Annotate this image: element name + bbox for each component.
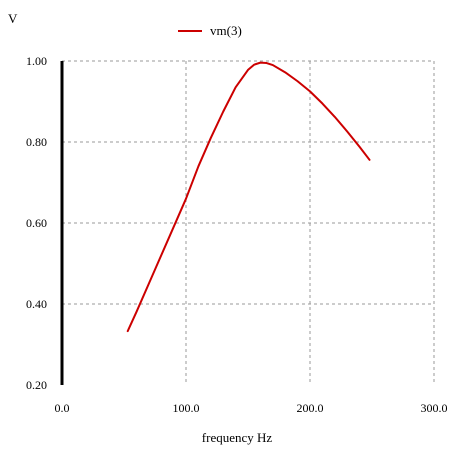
- y-axis-title: V: [8, 11, 18, 26]
- x-tick-label: 200.0: [297, 401, 324, 415]
- x-tick-label: 100.0: [173, 401, 200, 415]
- x-tick-label: 300.0: [421, 401, 448, 415]
- legend: vm(3): [178, 23, 242, 38]
- tick-labels: 0.0 100.0 200.0 300.0 0.20 0.40 0.60 0.80 1.00: [26, 54, 448, 415]
- y-tick-label: 0.80: [26, 135, 47, 149]
- x-axis-title: frequency Hz: [202, 430, 273, 445]
- series-line: [126, 61, 371, 333]
- y-tick-label: 0.60: [26, 216, 47, 230]
- y-tick-label: 0.40: [26, 297, 47, 311]
- y-tick-label: 1.00: [26, 54, 47, 68]
- x-tick-label: 0.0: [55, 401, 70, 415]
- legend-label: vm(3): [210, 23, 242, 38]
- series: [126, 61, 371, 333]
- grid: [62, 60, 435, 385]
- y-tick-label: 0.20: [26, 378, 47, 392]
